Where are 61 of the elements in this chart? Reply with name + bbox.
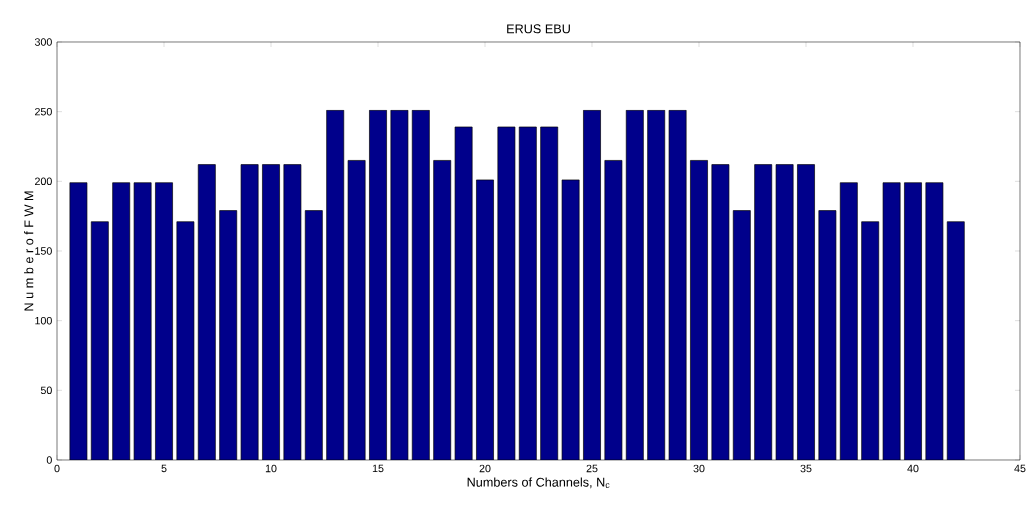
x-tick-label: 0 <box>54 464 60 473</box>
x-tick-label: 20 <box>479 464 491 473</box>
bar <box>669 110 687 460</box>
bar <box>219 210 237 460</box>
y-tick-label: 0 <box>46 456 52 464</box>
bar <box>647 110 665 460</box>
bar <box>262 164 280 460</box>
bar <box>112 182 130 460</box>
bar <box>583 110 601 460</box>
x-tick-label: 45 <box>1014 464 1026 473</box>
y-tick-label: 150 <box>35 247 52 255</box>
x-tick-label: 35 <box>800 464 812 473</box>
x-tick-label: 30 <box>693 464 705 473</box>
bar <box>412 110 430 460</box>
bar <box>754 164 772 460</box>
x-axis-title: Numbers of Channels, N$_{c}$ <box>467 477 610 489</box>
bar <box>241 164 259 460</box>
x-tick-label: 40 <box>907 464 919 473</box>
bar <box>91 221 109 460</box>
bar <box>433 160 451 460</box>
bar <box>840 182 858 460</box>
bar <box>797 164 815 460</box>
bar <box>134 182 152 460</box>
bar <box>904 182 922 460</box>
bar <box>476 179 494 460</box>
y-tick-label: 200 <box>35 177 52 186</box>
bar <box>283 164 301 460</box>
bar <box>925 182 943 460</box>
bar <box>369 110 387 460</box>
bar <box>776 164 794 460</box>
y-tick-label: 50 <box>40 386 52 395</box>
bar <box>155 182 173 460</box>
bar <box>69 182 87 460</box>
bar <box>198 164 216 460</box>
x-tick-label: 25 <box>586 464 598 473</box>
bar <box>455 126 473 460</box>
bar <box>883 182 901 460</box>
bar <box>626 110 644 460</box>
bar <box>861 221 879 460</box>
bar <box>519 126 537 460</box>
bar <box>818 210 836 460</box>
y-axis-title: N u m b e r o f F W M <box>24 191 34 311</box>
bar <box>390 110 408 460</box>
x-tick-label: 10 <box>265 464 277 473</box>
bar <box>348 160 366 460</box>
bar <box>690 160 708 460</box>
bar <box>497 126 515 460</box>
bar <box>733 210 751 460</box>
bar <box>946 221 965 460</box>
bar <box>604 160 622 460</box>
bar <box>562 179 580 460</box>
y-tick-label: 100 <box>35 316 52 325</box>
x-tick-label: 5 <box>161 464 167 473</box>
bar <box>711 164 729 460</box>
bar <box>326 110 344 460</box>
y-tick-label: 250 <box>35 107 52 116</box>
chart-title: ERUS EBU <box>507 24 570 34</box>
bar <box>540 126 558 460</box>
bar <box>305 210 323 460</box>
x-tick-label: 15 <box>372 464 384 473</box>
y-tick-label: 300 <box>34 38 52 46</box>
